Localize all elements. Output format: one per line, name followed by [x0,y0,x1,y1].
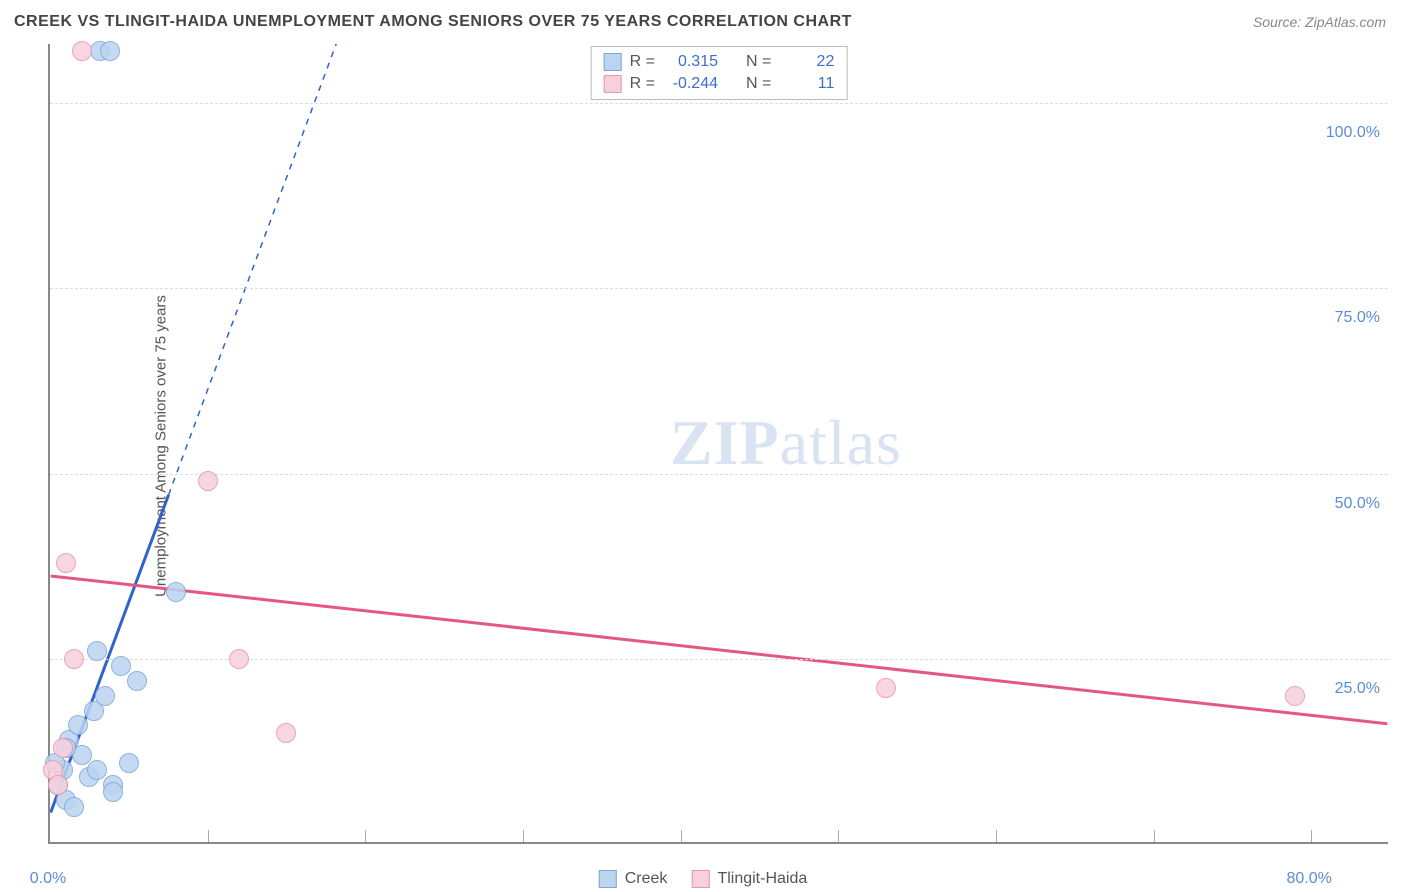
x-tick [523,830,524,842]
y-tick-label: 100.0% [1326,124,1380,142]
gridline-h [50,659,1388,660]
data-point [198,471,218,491]
data-point [276,723,296,743]
data-point [229,649,249,669]
legend-label: Creek [625,870,668,888]
data-point [68,715,88,735]
n-label: N = [746,75,771,93]
gridline-h [50,288,1388,289]
x-tick [681,830,682,842]
legend-swatch [691,870,709,888]
stats-row: R = 0.315 N = 22 [604,51,835,73]
data-point [64,649,84,669]
x-tick-label: 0.0% [30,870,66,888]
watermark: ZIPatlas [670,406,902,480]
x-tick [1311,830,1312,842]
y-tick-label: 25.0% [1335,680,1380,698]
legend-swatch [604,75,622,93]
data-point [166,582,186,602]
regression-extrapolation [169,44,397,495]
data-point [111,656,131,676]
data-point [48,775,68,795]
data-point [95,686,115,706]
n-value: 11 [779,75,834,93]
legend-swatch [604,53,622,71]
data-point [87,641,107,661]
x-tick [1154,830,1155,842]
data-point [56,553,76,573]
y-tick-label: 50.0% [1335,495,1380,513]
x-tick-label: 80.0% [1286,870,1331,888]
data-point [64,797,84,817]
data-point [87,760,107,780]
n-label: N = [746,53,771,71]
data-point [876,678,896,698]
legend-item: Tlingit-Haida [691,870,807,888]
regression-lines [50,44,1388,842]
n-value: 22 [779,53,834,71]
data-point [1285,686,1305,706]
gridline-h [50,103,1388,104]
legend-label: Tlingit-Haida [717,870,807,888]
x-tick [838,830,839,842]
x-tick [365,830,366,842]
r-value: -0.244 [663,75,718,93]
data-point [53,738,73,758]
legend-item: Creek [599,870,668,888]
legend-swatch [599,870,617,888]
regression-line-tlingit-haida [51,576,1388,724]
data-point [103,782,123,802]
y-tick-label: 75.0% [1335,309,1380,327]
x-tick [996,830,997,842]
data-point [127,671,147,691]
stats-row: R = -0.244 N = 11 [604,73,835,95]
data-point [100,41,120,61]
data-point [119,753,139,773]
plot-area: ZIPatlas R = 0.315 N = 22 R = -0.244 N = 11 25.… [48,44,1388,844]
r-value: 0.315 [663,53,718,71]
stats-legend: R = 0.315 N = 22 R = -0.244 N = 11 [591,46,848,100]
source-label: Source: ZipAtlas.com [1253,14,1386,30]
chart-title: CREEK VS TLINGIT-HAIDA UNEMPLOYMENT AMON… [14,13,852,31]
series-legend: Creek Tlingit-Haida [599,870,808,888]
r-label: R = [630,75,655,93]
gridline-h [50,474,1388,475]
x-tick [208,830,209,842]
data-point [72,41,92,61]
r-label: R = [630,53,655,71]
